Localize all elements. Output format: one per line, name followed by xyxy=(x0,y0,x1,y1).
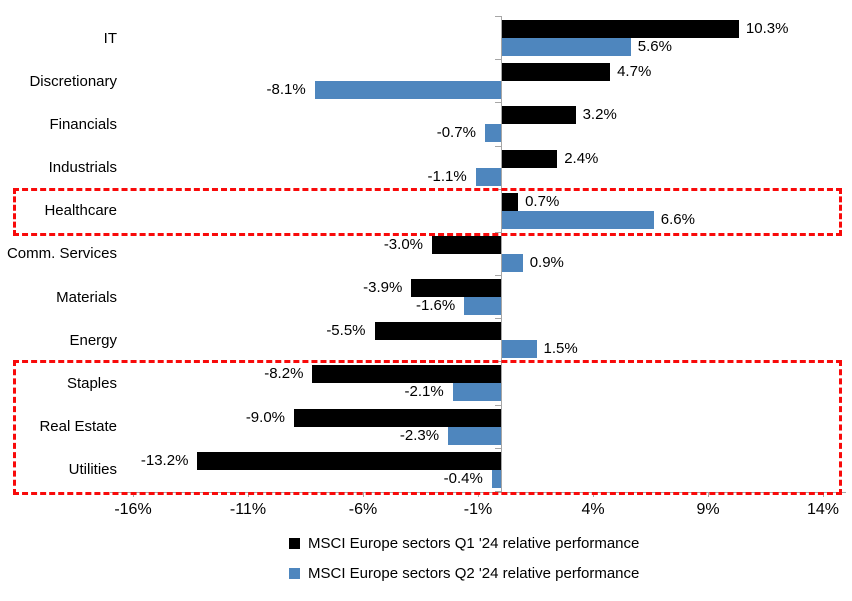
y-axis-tick xyxy=(495,361,501,363)
bar-q2-financials xyxy=(484,124,501,143)
value-label-q2-staples: -2.1% xyxy=(404,383,444,401)
x-axis-tick xyxy=(133,492,134,497)
x-tick-label-6: -6% xyxy=(348,501,378,518)
category-label-utilities: Utilities xyxy=(68,461,117,479)
value-label-q1-discretionary: 4.7% xyxy=(617,63,652,81)
legend-item-q1: MSCI Europe sectors Q1 '24 relative perf… xyxy=(289,534,639,552)
category-label-comm-services: Comm. Services xyxy=(6,245,117,263)
bar-q1-industrials xyxy=(502,149,558,168)
category-label-real-estate: Real Estate xyxy=(39,418,117,436)
value-label-q2-real-estate: -2.3% xyxy=(399,426,440,444)
legend-label-q2: MSCI Europe sectors Q2 '24 relative perf… xyxy=(308,564,640,582)
bar-q1-comm-services xyxy=(432,235,501,254)
x-axis-tick xyxy=(823,492,824,497)
x-tick-label-16: -16% xyxy=(114,501,152,518)
x-axis-tick xyxy=(363,492,364,497)
bar-q2-discretionary xyxy=(314,81,501,100)
y-axis-tick xyxy=(495,102,501,104)
x-tick-label-4: 4% xyxy=(581,501,605,518)
y-axis-tick xyxy=(495,275,501,277)
category-label-financials: Financials xyxy=(49,115,117,133)
bar-q2-healthcare xyxy=(502,210,654,229)
y-axis-tick xyxy=(495,404,501,406)
value-label-q2-healthcare: 6.6% xyxy=(660,210,695,228)
bar-q1-utilities xyxy=(197,451,501,470)
x-tick-label-14: 14% xyxy=(806,501,840,518)
bar-q1-energy xyxy=(374,322,501,341)
bar-q1-it xyxy=(502,20,739,38)
value-label-q2-energy: 1.5% xyxy=(543,340,578,358)
y-axis-line xyxy=(501,16,502,492)
bar-q2-materials xyxy=(464,297,501,316)
value-label-q1-utilities: -13.2% xyxy=(140,451,189,469)
x-axis-tick xyxy=(593,492,594,497)
x-tick-label-11: -11% xyxy=(229,501,267,518)
legend-item-q2: MSCI Europe sectors Q2 '24 relative perf… xyxy=(289,564,639,582)
value-label-q1-materials: -3.9% xyxy=(363,279,403,297)
value-label-q1-it: 10.3% xyxy=(745,20,789,37)
category-label-industrials: Industrials xyxy=(48,159,117,177)
bar-q2-energy xyxy=(502,340,537,359)
bar-q2-comm-services xyxy=(502,253,523,272)
y-axis-tick xyxy=(495,145,501,147)
healthcare-highlight-box xyxy=(13,187,842,236)
bar-q1-real-estate xyxy=(294,408,501,427)
bar-q2-it xyxy=(502,38,631,56)
x-axis-tick xyxy=(708,492,709,497)
bar-q1-materials xyxy=(411,279,501,298)
value-label-q2-financials: -0.7% xyxy=(436,124,476,142)
legend-swatch-q2-icon xyxy=(289,567,300,579)
x-tick-label-1: -1% xyxy=(463,501,493,518)
value-label-q1-staples: -8.2% xyxy=(264,365,304,383)
bar-q1-healthcare xyxy=(502,192,519,211)
category-label-staples: Staples xyxy=(66,374,117,392)
x-tick-label-9: 9% xyxy=(696,501,720,518)
value-label-q1-energy: -5.5% xyxy=(326,322,366,340)
category-label-it: IT xyxy=(103,29,117,47)
y-axis-tick xyxy=(495,447,501,449)
y-axis-tick xyxy=(495,16,501,17)
legend-swatch-q1-icon xyxy=(289,537,300,549)
bar-q2-industrials xyxy=(475,167,501,186)
y-axis-tick xyxy=(495,318,501,320)
category-label-healthcare: Healthcare xyxy=(44,202,117,220)
value-label-q1-financials: 3.2% xyxy=(582,106,617,124)
x-axis-tick xyxy=(248,492,249,497)
bar-q2-utilities xyxy=(491,469,501,488)
y-axis-tick xyxy=(495,490,501,492)
value-label-q1-industrials: 2.4% xyxy=(564,149,599,167)
bar-q1-discretionary xyxy=(502,63,611,82)
value-label-q1-comm-services: -3.0% xyxy=(383,235,423,253)
value-label-q1-healthcare: 0.7% xyxy=(525,192,560,210)
x-axis-tick xyxy=(478,492,479,497)
y-axis-tick xyxy=(495,188,501,190)
value-label-q2-discretionary: -8.1% xyxy=(266,81,306,99)
y-axis-tick xyxy=(495,231,501,233)
value-label-q2-utilities: -0.4% xyxy=(443,469,483,487)
value-label-q2-industrials: -1.1% xyxy=(427,167,467,185)
value-label-q2-materials: -1.6% xyxy=(416,297,456,315)
legend-label-q1: MSCI Europe sectors Q1 '24 relative perf… xyxy=(308,534,640,552)
category-label-discretionary: Discretionary xyxy=(29,72,117,90)
bar-q2-real-estate xyxy=(448,426,501,445)
category-label-energy: Energy xyxy=(69,331,117,349)
value-label-q2-comm-services: 0.9% xyxy=(529,253,564,271)
category-label-materials: Materials xyxy=(56,288,117,306)
value-label-q1-real-estate: -9.0% xyxy=(245,408,285,426)
bar-q1-staples xyxy=(312,365,501,384)
bar-q1-financials xyxy=(502,106,576,125)
y-axis-tick xyxy=(495,59,501,61)
chart-legend: MSCI Europe sectors Q1 '24 relative perf… xyxy=(289,534,639,594)
bar-q2-staples xyxy=(452,383,501,402)
value-label-q2-it: 5.6% xyxy=(637,38,672,55)
